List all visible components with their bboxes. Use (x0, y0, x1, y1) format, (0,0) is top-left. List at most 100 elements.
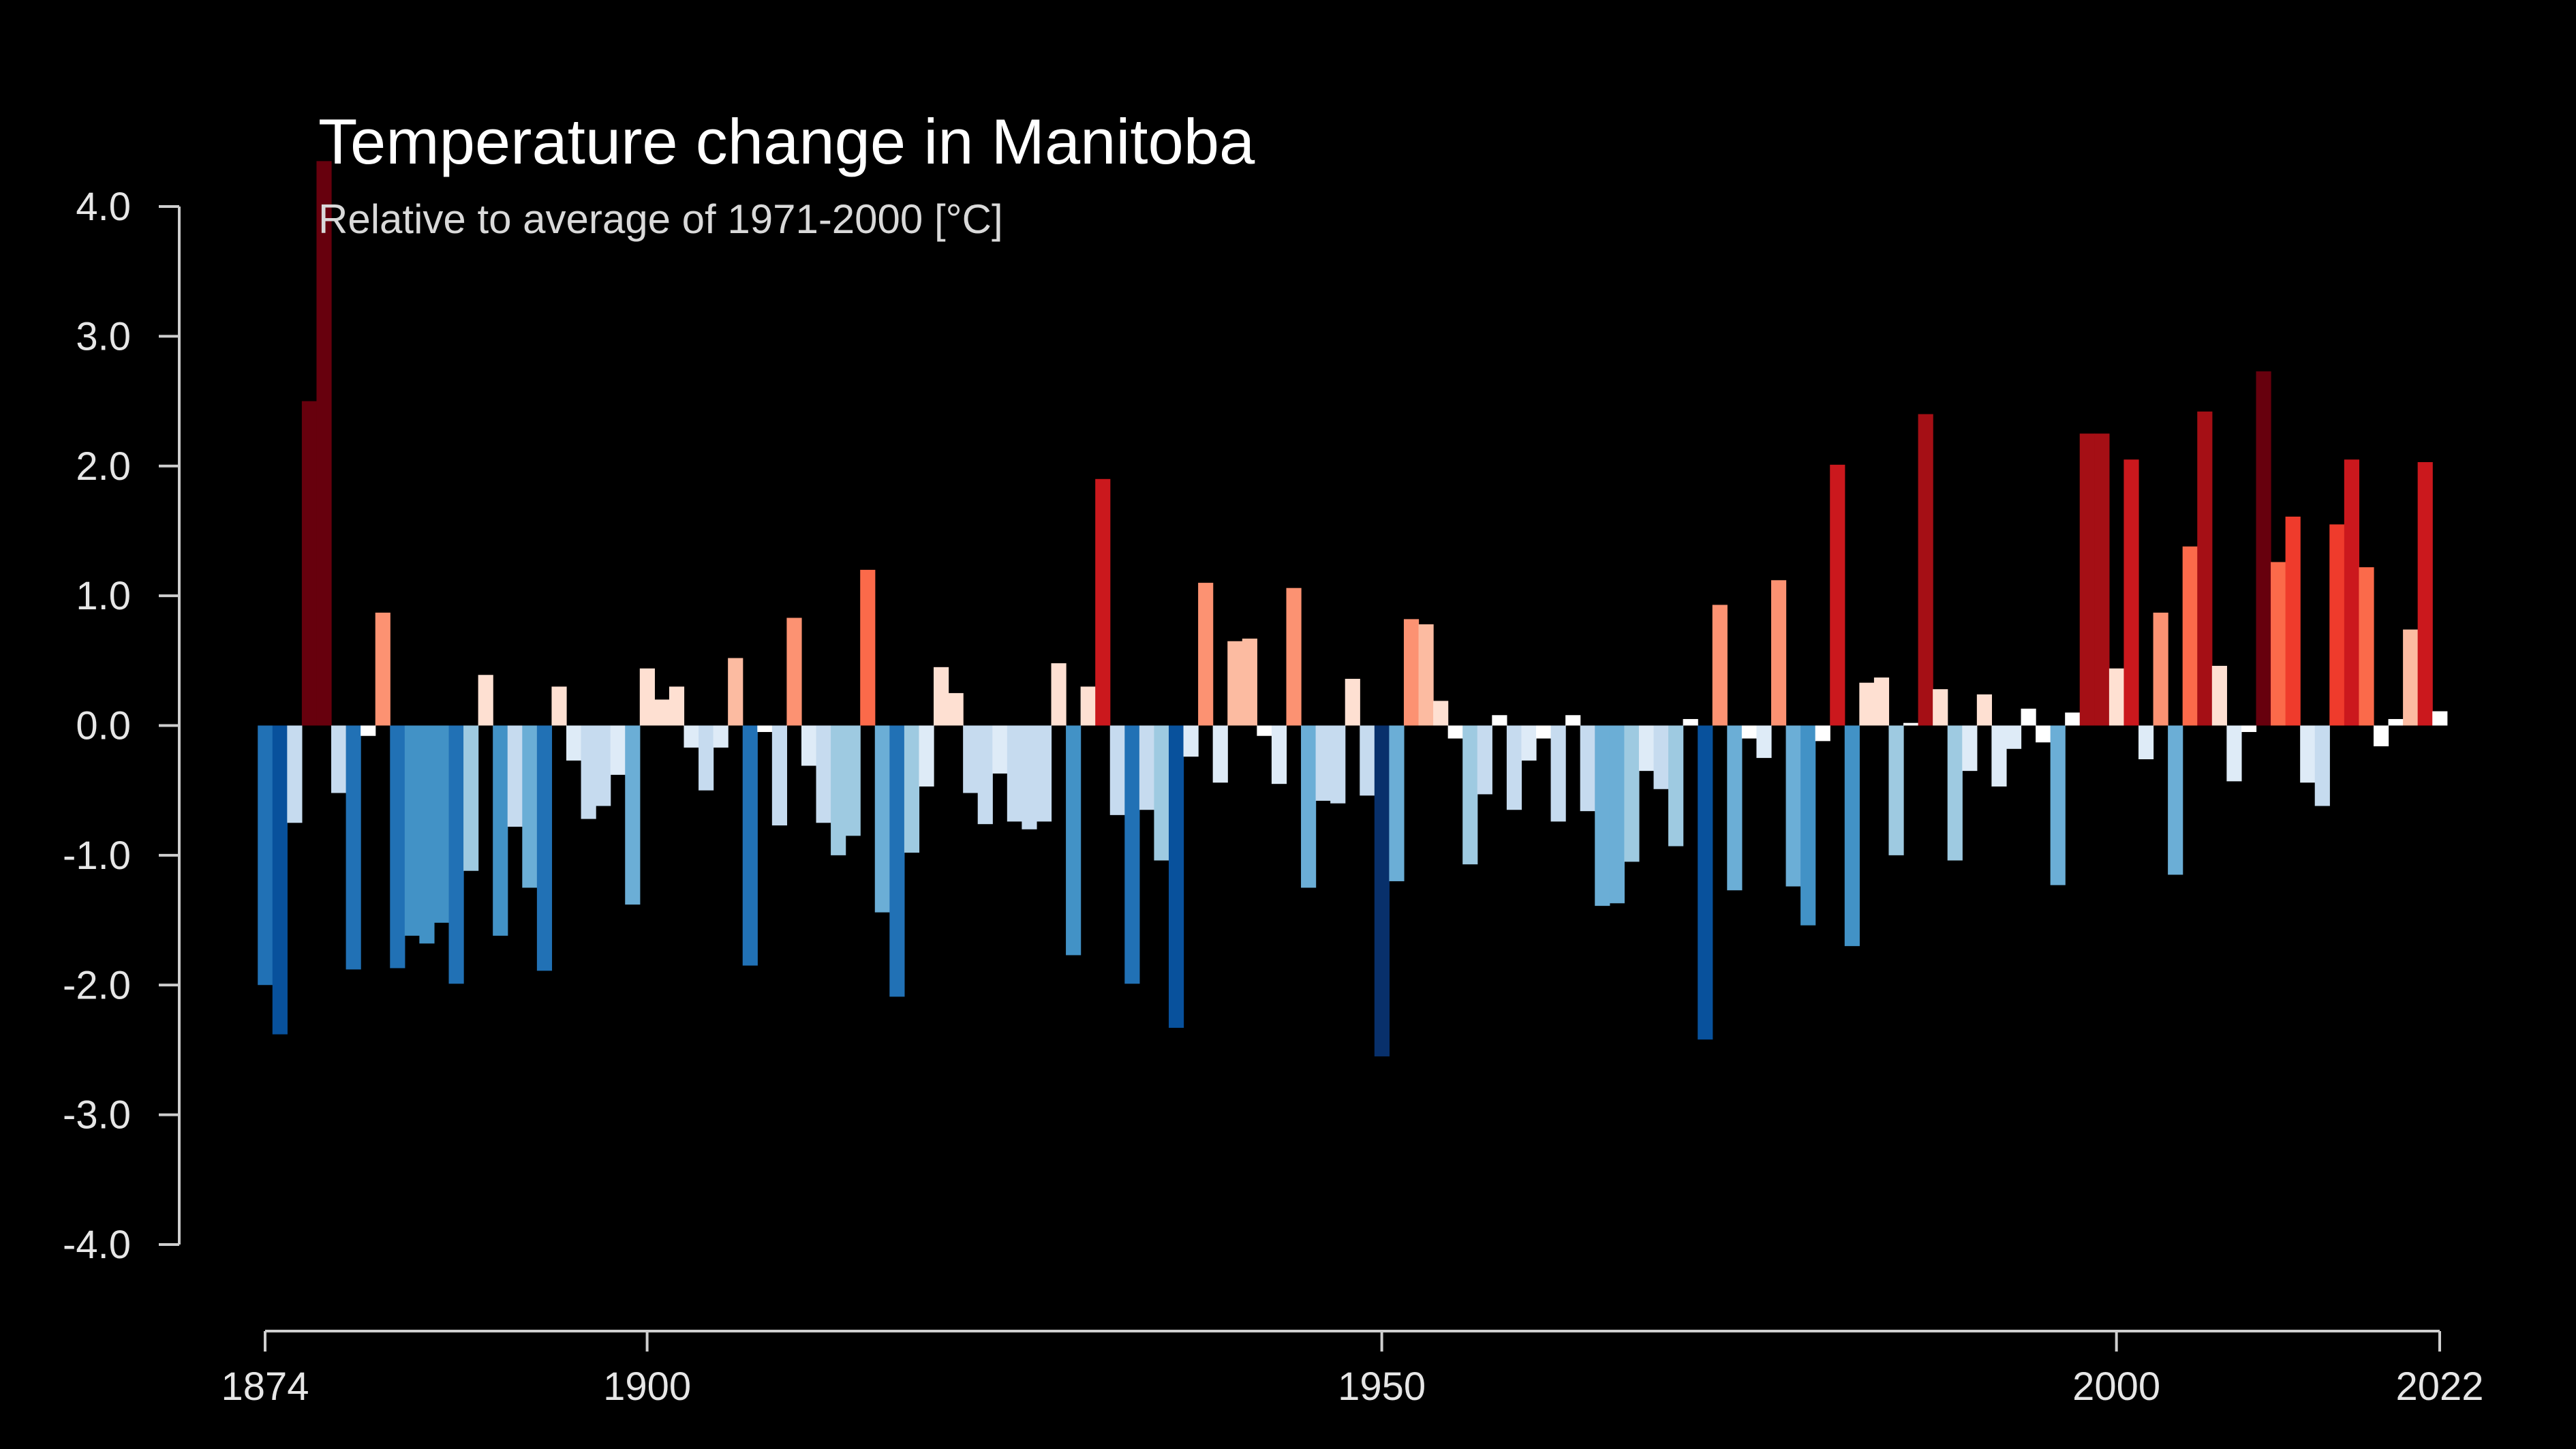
x-tick-label: 2000 (2072, 1364, 2160, 1409)
bar-1895 (566, 725, 582, 761)
bar-1928 (1051, 663, 1067, 726)
bar-2000 (2109, 668, 2125, 726)
bar-1933 (1124, 725, 1140, 984)
bar-1920 (934, 667, 949, 726)
bar-2021 (2417, 462, 2433, 726)
bar-1973 (1712, 605, 1728, 726)
bar-1983 (1859, 682, 1875, 726)
bar-1950 (1374, 725, 1390, 1056)
bar-1943 (1271, 725, 1287, 784)
bar-1880 (346, 725, 361, 970)
bar-1919 (919, 725, 934, 787)
bar-1991 (1976, 694, 1992, 726)
bar-1990 (1962, 725, 1978, 772)
chart-subtitle: Relative to average of 1971-2000 [°C] (318, 196, 1003, 242)
bar-1982 (1844, 725, 1860, 947)
bar-2001 (2123, 459, 2139, 726)
bar-1902 (669, 686, 685, 726)
bar-1954 (1433, 701, 1449, 726)
bar-2022 (2432, 711, 2448, 726)
bar-1874 (258, 725, 273, 986)
bar-1878 (316, 161, 332, 726)
bar-1881 (361, 725, 376, 736)
bar-1914 (845, 725, 861, 836)
bar-1901 (654, 699, 670, 726)
bar-1999 (2094, 433, 2110, 726)
bar-1945 (1301, 725, 1317, 888)
bar-1979 (1800, 725, 1816, 926)
bar-1987 (1918, 414, 1933, 726)
bar-1981 (1830, 464, 1845, 726)
bar-1993 (2006, 725, 2022, 749)
bar-2006 (2197, 411, 2213, 726)
bar-1952 (1403, 619, 1420, 726)
bar-1896 (581, 725, 596, 819)
bar-2013 (2300, 725, 2316, 783)
bar-1893 (536, 725, 553, 971)
bar-1931 (1095, 478, 1111, 726)
bar-1989 (1947, 725, 1963, 861)
bar-2009 (2241, 725, 2257, 733)
bar-1883 (390, 725, 405, 968)
bar-1934 (1139, 725, 1155, 810)
bar-1968 (1638, 725, 1655, 772)
bar-2016 (2344, 459, 2360, 726)
y-tick-label: -2.0 (63, 963, 131, 1007)
bar-2018 (2373, 725, 2389, 746)
bar-1911 (801, 725, 817, 766)
bar-1936 (1168, 725, 1184, 1028)
bar-1889 (478, 675, 493, 726)
bar-1908 (757, 725, 773, 733)
bar-1913 (831, 725, 846, 855)
bar-2012 (2285, 517, 2301, 726)
bar-1978 (1785, 725, 1801, 887)
bar-1964 (1580, 725, 1595, 812)
bar-1986 (1903, 722, 1919, 726)
y-tick-label: -1.0 (63, 834, 131, 878)
bar-1941 (1242, 638, 1257, 726)
bar-1960 (1521, 725, 1537, 761)
bar-1965 (1595, 725, 1610, 906)
y-tick-label: 3.0 (76, 314, 131, 359)
bar-1961 (1536, 725, 1552, 739)
bar-1938 (1198, 583, 1214, 726)
bar-1976 (1756, 725, 1772, 759)
bar-1926 (1022, 725, 1037, 829)
bar-1972 (1698, 725, 1713, 1040)
bar-1953 (1418, 624, 1434, 726)
bar-2002 (2138, 725, 2154, 759)
bar-1963 (1565, 715, 1581, 726)
bar-1900 (639, 668, 655, 726)
bar-1984 (1873, 677, 1890, 726)
bar-2014 (2314, 725, 2330, 806)
bar-1974 (1727, 725, 1743, 891)
bar-1918 (904, 725, 920, 853)
bar-1904 (699, 725, 714, 791)
bar-2010 (2256, 371, 2271, 726)
bar-1909 (771, 725, 788, 826)
x-tick-label: 1900 (603, 1364, 691, 1409)
chart-title: Temperature change in Manitoba (318, 106, 1255, 177)
bar-1935 (1154, 725, 1169, 861)
y-tick-label: 0.0 (76, 704, 131, 748)
bar-2017 (2359, 567, 2374, 726)
bar-1946 (1315, 725, 1331, 801)
bar-1891 (507, 725, 523, 827)
bar-1922 (963, 725, 979, 793)
bar-1998 (2079, 433, 2095, 726)
bar-1975 (1741, 725, 1758, 739)
bar-1897 (596, 725, 611, 806)
x-tick-label: 2022 (2395, 1364, 2483, 1409)
bar-1925 (1007, 725, 1022, 822)
bar-1942 (1257, 725, 1272, 736)
bar-1890 (493, 725, 508, 936)
bar-1980 (1815, 725, 1830, 742)
x-tick-label: 1950 (1338, 1364, 1426, 1409)
bar-1888 (463, 725, 479, 871)
bar-1994 (2021, 708, 2036, 726)
bar-1927 (1036, 725, 1052, 822)
bars-group (258, 161, 2448, 1056)
bar-1877 (301, 401, 318, 726)
bar-1910 (786, 617, 802, 726)
